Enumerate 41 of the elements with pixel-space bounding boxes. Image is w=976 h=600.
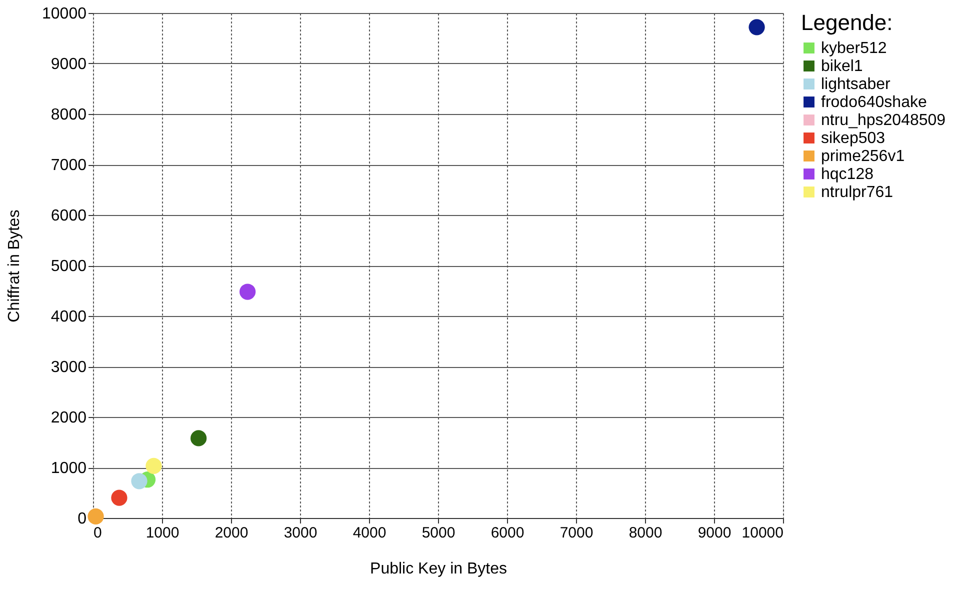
y-tick-label: 10000 (42, 6, 87, 22)
legend-label: frodo640shake (821, 94, 927, 111)
y-tick-label: 2000 (50, 410, 87, 426)
y-tick-label: 0 (78, 510, 87, 528)
legend-label: kyber512 (821, 40, 887, 57)
legend-title: Legende: (801, 10, 893, 35)
legend-label: prime256v1 (821, 148, 905, 165)
x-tick-label: 9000 (698, 524, 732, 542)
legend-label: bikel1 (821, 58, 863, 75)
y-tick-label: 5000 (50, 258, 87, 275)
point (190, 430, 207, 446)
point (748, 19, 765, 36)
legend-label: sikep503 (821, 130, 886, 147)
y-tick-label: 9000 (50, 56, 87, 73)
y-tick-label: 3000 (50, 359, 87, 376)
point (111, 490, 128, 506)
x-tick-label: 5000 (422, 524, 456, 542)
y-tick-label: 7000 (50, 157, 87, 174)
y-tick-label: 6000 (50, 208, 87, 224)
point (88, 508, 104, 525)
x-tick-label: 1000 (146, 524, 180, 542)
y-tick-label: 1000 (50, 460, 87, 477)
x-tick-label: 7000 (560, 524, 594, 542)
x-tick-label: 3000 (284, 524, 318, 542)
legend-label: hqc128 (821, 166, 874, 183)
x-tick-label: 4000 (352, 524, 386, 542)
point (146, 458, 162, 474)
x-tick-label: 2000 (214, 524, 248, 542)
x-tick-label: 6000 (490, 524, 524, 542)
x-axis-title: Public Key in Bytes (370, 560, 507, 578)
legend-label: lightsaber (821, 76, 892, 93)
y-axis-title: Chiffrat in Bytes (6, 210, 24, 322)
point (240, 284, 256, 300)
x-tick-label: 10000 (742, 524, 784, 542)
y-tick-label: 8000 (50, 106, 87, 124)
y-tick-label: 4000 (50, 308, 87, 326)
legend-label: ntrulpr761 (821, 184, 894, 201)
x-tick-label: 8000 (628, 524, 662, 542)
x-tick-label: 0 (94, 524, 102, 542)
legend-label: ntru_hps2048509 (821, 112, 946, 129)
point (131, 473, 148, 490)
